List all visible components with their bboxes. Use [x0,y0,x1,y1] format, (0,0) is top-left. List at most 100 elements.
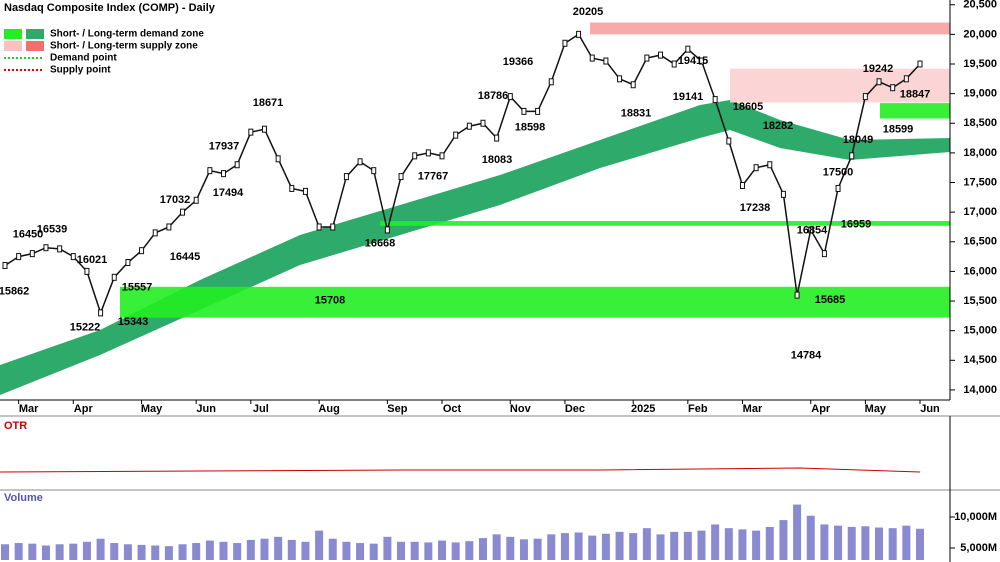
y-tick-label: 14,000 [963,384,997,396]
price-mark [753,164,759,172]
price-annotation: 15557 [122,282,153,294]
price-mark [316,223,322,231]
volume-bar [642,528,651,560]
y-tick-label: 15,500 [963,295,997,307]
price-mark [398,173,404,181]
zone [120,286,950,318]
price-annotation: 15708 [315,295,346,307]
legend-label: Short- / Long-term demand zone [50,29,204,40]
otr-average [0,467,921,473]
price-mark [84,267,90,275]
price-mark [603,57,609,65]
volume-bar [383,536,392,560]
price-mark [248,128,254,136]
volume-bar [28,543,37,560]
decor [0,100,1000,491]
price-mark [125,259,131,267]
x-tick-label: Aug [318,403,339,415]
volume-bar [233,543,242,560]
price-annotation: 16854 [797,225,828,237]
price-annotation: 15685 [815,294,846,306]
zone [880,103,950,119]
price-mark [261,125,267,133]
price-mark [562,39,568,47]
volume-bar [369,543,378,560]
price-mark [535,107,541,115]
volume-bar [793,504,802,560]
price-mark [57,245,63,253]
price-mark [576,30,582,38]
volume-bar [41,545,50,560]
volume-bar [451,542,460,560]
volume-bar [724,528,733,560]
volume-bar [1,544,9,560]
price-mark [330,223,336,231]
volume-bar [738,529,747,560]
y-tick-label: 17,000 [963,206,997,218]
volume-bar [110,543,119,560]
price-mark [384,226,390,234]
price-mark [425,149,431,157]
volume-bar [683,531,692,560]
price-mark [698,57,704,65]
x-tick-label: Sep [387,403,407,415]
zone [730,68,950,103]
price-annotation: 16539 [37,223,68,235]
volume-bar [315,530,324,560]
price-annotation: 18605 [733,101,764,113]
price-mark [821,250,827,258]
price-mark [794,291,800,299]
legend-swatch [26,29,44,39]
price-mark [111,273,117,281]
volume-bar [410,541,419,560]
volume-bar [820,524,829,560]
price-mark [739,181,745,189]
x-tick-label: Oct [443,403,462,415]
y-tick-label: 19,000 [963,88,997,100]
legend-label: Supply point [50,65,111,76]
x-tick-label: May [865,403,887,415]
price-mark [712,96,718,104]
y-tick-label: 5,000M [960,542,997,554]
price-mark [617,75,623,83]
price-mark [835,184,841,192]
volume-title: Volume [4,492,43,504]
price-mark [726,137,732,145]
price-mark [862,93,868,101]
price-annotation: 19366 [503,56,534,68]
price-mark [658,51,664,59]
price-annotation: 18847 [900,89,931,101]
y-tick-label: 17,500 [963,176,997,188]
price-annotation: 16668 [365,238,396,250]
zone [590,22,950,35]
volume-bar [82,541,91,560]
price-mark [70,253,76,261]
volume-bar [629,533,638,560]
legend-label: Short- / Long-term supply zone [50,41,198,52]
volume-bar [847,526,856,560]
price-annotation: 15222 [70,321,101,333]
volume-bar [465,541,474,560]
volume-bar [178,544,187,560]
price-annotation: 18083 [482,154,513,166]
price-annotation: 16445 [170,251,201,263]
y-tick-label: 19,500 [963,58,997,70]
price-annotation: 15343 [118,316,149,328]
volume-bar [69,543,78,560]
volume-bar [164,546,173,560]
price-mark [644,54,650,62]
volume-bar [670,531,679,560]
volume-bar [834,525,843,560]
price-annotation: 20205 [573,6,604,18]
price-mark [439,152,445,160]
volume-bar [246,539,255,560]
x-tick-label: Mar [743,403,763,415]
price-annotation: 16021 [77,254,108,266]
y-tick-label: 14,500 [963,354,997,366]
price-mark [671,60,677,68]
price-mark [16,253,22,261]
volume-bar [219,541,228,560]
y-tick-label: 18,500 [963,117,997,129]
price-mark [207,167,213,175]
volume-bar [806,515,815,560]
